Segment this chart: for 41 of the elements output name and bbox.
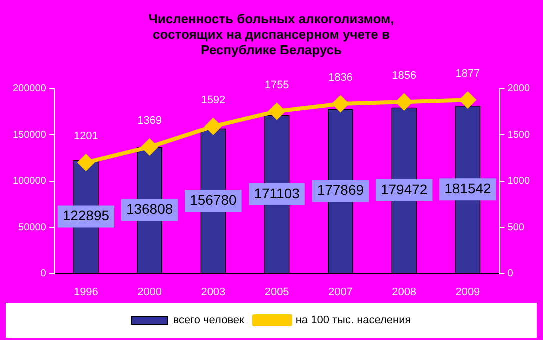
y2-tick-label: 1500 — [508, 130, 530, 141]
data-label: 1369 — [138, 115, 162, 128]
point — [460, 92, 476, 108]
y-tick-label: 0 — [40, 268, 47, 280]
data-label: 1755 — [264, 79, 290, 92]
x-tick-label: 2007 — [328, 286, 353, 298]
point — [269, 103, 286, 120]
x-tick-label: 2005 — [264, 286, 290, 298]
legend-label: всего человек — [173, 314, 245, 327]
data-label: 1877 — [456, 68, 480, 80]
y-tick-label: 150000 — [12, 130, 47, 141]
chart-title: Численность больных алкоголизмом, состоящих на диспансерном учете в Республике Беларусь — [148, 11, 394, 58]
data-label: 1856 — [392, 70, 417, 82]
data-label: 122895 — [62, 208, 110, 224]
data-label: 1836 — [328, 72, 353, 84]
y-tick-label: 100000 — [12, 176, 47, 188]
data-label: 1592 — [201, 94, 226, 107]
point — [205, 118, 222, 135]
point — [142, 139, 158, 156]
y-tick-label: 50000 — [18, 222, 47, 234]
x-tick-label: 2000 — [138, 286, 162, 298]
data-label: 136808 — [126, 201, 174, 218]
data-label: 1201 — [74, 130, 98, 143]
legend-label: на 100 тыс. населения — [296, 314, 412, 327]
x-tick-label: 2009 — [456, 286, 480, 298]
data-label: 179472 — [380, 181, 428, 198]
y2-tick-label: 2000 — [508, 84, 530, 95]
point — [332, 96, 349, 112]
data-label: 156780 — [190, 192, 238, 208]
x-tick-label: 2003 — [201, 286, 226, 298]
y2-tick-label: 1000 — [508, 176, 530, 188]
x-tick-label: 2008 — [392, 286, 417, 298]
y2-tick-label: 500 — [508, 222, 525, 234]
y-tick-label: 200000 — [12, 84, 47, 95]
point — [396, 94, 412, 110]
x-tick-label: 1996 — [74, 286, 98, 298]
data-label: 177869 — [317, 182, 364, 198]
y2-tick-label: 0 — [508, 268, 514, 280]
data-label: 171103 — [254, 185, 300, 202]
point — [78, 154, 94, 171]
data-label: 181542 — [444, 180, 492, 196]
